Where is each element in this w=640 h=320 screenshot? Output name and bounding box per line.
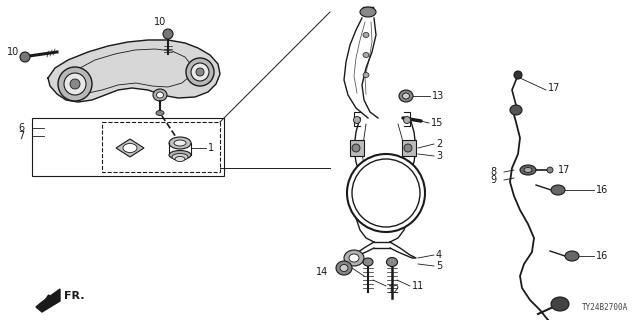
Text: 15: 15 (431, 118, 444, 128)
Ellipse shape (156, 110, 164, 116)
Text: 16: 16 (596, 251, 608, 261)
Text: 8: 8 (490, 167, 496, 177)
Ellipse shape (353, 116, 360, 124)
Ellipse shape (172, 154, 188, 161)
Ellipse shape (363, 52, 369, 58)
Ellipse shape (399, 90, 413, 102)
Text: 5: 5 (436, 261, 442, 271)
Ellipse shape (363, 73, 369, 77)
Text: 9: 9 (490, 175, 496, 185)
Ellipse shape (196, 68, 204, 76)
Ellipse shape (363, 33, 369, 37)
Polygon shape (48, 40, 220, 102)
Ellipse shape (336, 261, 352, 275)
Ellipse shape (64, 73, 86, 95)
Ellipse shape (163, 29, 173, 39)
Ellipse shape (524, 167, 532, 172)
Text: TY24B2700A: TY24B2700A (582, 303, 628, 312)
Ellipse shape (547, 167, 553, 173)
Ellipse shape (169, 137, 191, 149)
Ellipse shape (403, 116, 410, 124)
Ellipse shape (387, 258, 397, 267)
Ellipse shape (551, 185, 565, 195)
Ellipse shape (403, 93, 410, 99)
Text: 14: 14 (316, 267, 328, 277)
Bar (32, 118, 224, 176)
Ellipse shape (157, 92, 163, 98)
Ellipse shape (153, 89, 167, 101)
Ellipse shape (551, 297, 569, 311)
Ellipse shape (347, 154, 425, 232)
Ellipse shape (174, 140, 186, 146)
Ellipse shape (565, 251, 579, 261)
Bar (402, 140, 416, 156)
Text: 3: 3 (436, 151, 442, 161)
Ellipse shape (510, 105, 522, 115)
Ellipse shape (360, 7, 376, 17)
Text: FR.: FR. (64, 291, 84, 301)
Ellipse shape (169, 150, 191, 159)
Text: 17: 17 (558, 165, 570, 175)
Ellipse shape (363, 258, 373, 266)
Ellipse shape (123, 143, 137, 153)
Text: 1: 1 (208, 143, 214, 153)
Ellipse shape (520, 165, 536, 175)
Text: 17: 17 (548, 83, 561, 93)
Ellipse shape (70, 79, 80, 89)
Text: 10: 10 (154, 17, 166, 27)
Text: 12: 12 (388, 285, 401, 295)
Polygon shape (116, 139, 144, 157)
Text: 11: 11 (412, 281, 424, 291)
Polygon shape (36, 289, 60, 312)
Bar (102, 122, 220, 172)
Bar (350, 140, 364, 156)
Text: 16: 16 (596, 185, 608, 195)
Ellipse shape (340, 265, 348, 271)
Text: 7: 7 (18, 131, 24, 141)
Text: 13: 13 (432, 91, 444, 101)
Ellipse shape (352, 144, 360, 152)
Text: 10: 10 (7, 47, 19, 57)
Ellipse shape (404, 144, 412, 152)
Ellipse shape (186, 58, 214, 86)
Text: 2: 2 (436, 139, 442, 149)
Ellipse shape (344, 250, 364, 266)
Ellipse shape (349, 254, 359, 262)
Ellipse shape (20, 52, 30, 62)
Ellipse shape (58, 67, 92, 101)
Text: 4: 4 (436, 250, 442, 260)
Ellipse shape (175, 156, 185, 162)
Ellipse shape (352, 159, 420, 227)
Text: 6: 6 (18, 123, 24, 133)
Ellipse shape (514, 71, 522, 79)
Ellipse shape (191, 63, 209, 81)
